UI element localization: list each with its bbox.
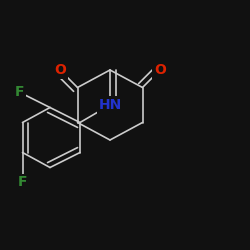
Text: F: F <box>18 176 27 190</box>
Text: O: O <box>154 63 166 77</box>
Text: F: F <box>15 86 25 100</box>
Text: O: O <box>54 63 66 77</box>
Text: HN: HN <box>98 98 122 112</box>
